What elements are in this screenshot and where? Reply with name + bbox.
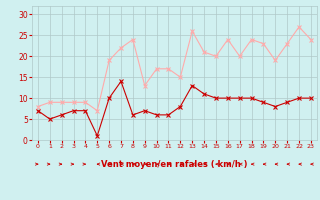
X-axis label: Vent moyen/en rafales ( km/h ): Vent moyen/en rafales ( km/h )	[101, 160, 248, 169]
